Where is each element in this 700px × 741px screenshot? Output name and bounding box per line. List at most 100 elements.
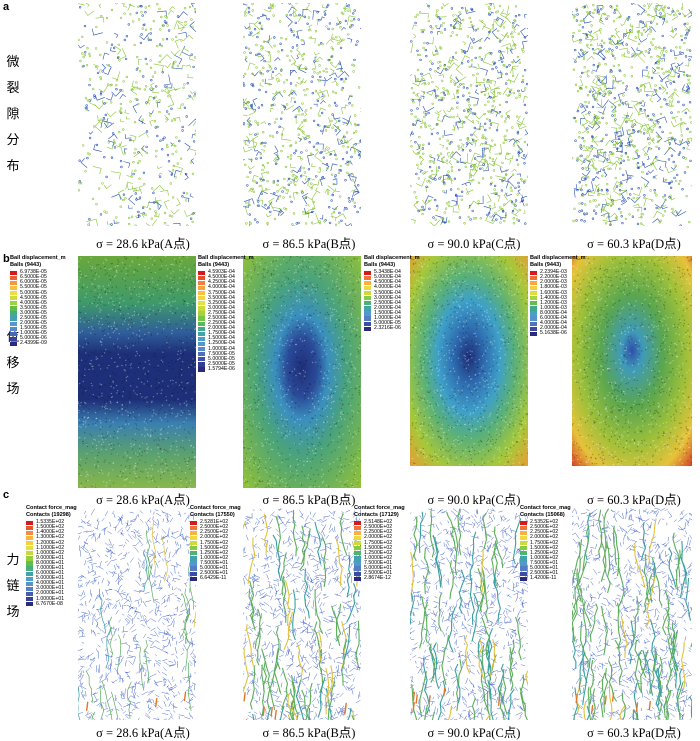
legend-entry: 5.0000E-06: [10, 336, 66, 342]
legend-value: 1.5000E+02: [36, 524, 65, 531]
legend-value: 2.5000E+02: [200, 524, 229, 531]
legend-entry: 2.3216E-06: [364, 325, 420, 331]
microcrack-image-d: [572, 3, 692, 226]
legend-entry: 2.5000E-04: [364, 300, 420, 306]
legend-swatch: [10, 336, 17, 342]
caption-c-2: σ = 86.5 kPa(B点): [262, 726, 356, 740]
legend-value: 1.5000E-04: [374, 309, 401, 316]
legend-entry: 2.5000E-05: [198, 360, 254, 367]
legend-value: 2.0000E-03: [540, 279, 567, 286]
caption-c-4: σ = 60.3 kPa(D点): [587, 726, 681, 740]
legend-value: 1.0000E+02: [200, 554, 229, 561]
legend-value: 1.2500E-04: [208, 340, 235, 347]
legend-entry: 1.2500E+02: [190, 550, 241, 556]
force-chain-image-c: [410, 508, 528, 720]
legend-swatch: [530, 311, 537, 316]
legend-entry: 4.0000E-05: [10, 300, 66, 306]
legend-entry: 1.0000E-04: [364, 315, 420, 321]
legend-swatch: [10, 301, 17, 306]
legend-swatch: [10, 306, 17, 311]
legend-entry: 5.0000E-04: [364, 275, 420, 280]
microcrack-plot: [572, 3, 692, 226]
legend-value: 1.4000E+02: [36, 529, 65, 536]
legend-entry: 1.2500E-04: [198, 340, 254, 347]
legend-value: 1.3000E+02: [36, 534, 65, 541]
legend-entry: 3.2500E-04: [198, 300, 254, 306]
legend-swatch: [530, 301, 537, 306]
microcrack-plot: [243, 3, 361, 226]
legend-swatch: [354, 576, 361, 581]
legend-value: 7.5000E+01: [200, 559, 229, 566]
legend-value: 6.9738E-05: [20, 269, 47, 276]
legend-swatch: [26, 602, 33, 607]
row-label-b-char: 移: [6, 356, 20, 371]
legend-value: 2.5000E-05: [208, 360, 235, 367]
displacement-plot: [410, 256, 528, 466]
legend-entry: 5.0000E+01: [354, 565, 405, 571]
legend-swatch: [10, 270, 17, 275]
legend-value: 2.5000E+02: [530, 524, 559, 531]
legend-value: 6.0000E-05: [20, 279, 47, 286]
legend-swatch: [190, 540, 197, 546]
legend-value: 1.0000E-04: [208, 345, 235, 352]
legend-swatch: [198, 301, 205, 306]
displacement-plot: [78, 256, 196, 488]
legend-value: 2.5000E-04: [208, 314, 235, 321]
microcrack-image-a: [78, 3, 196, 226]
legend-value: 1.2500E+02: [530, 549, 559, 556]
legend-entry: 1.7500E+02: [354, 540, 405, 546]
legend-entry: 2.5000E+01: [354, 570, 405, 576]
legend-title: Contact force_mag: [354, 505, 405, 511]
legend-swatch: [520, 571, 527, 576]
legend-entry: 6.7670E-08: [26, 601, 77, 607]
force-chain-plot: [78, 508, 196, 720]
force-chain-plot: [243, 508, 361, 720]
legend-entry: 5.5000E-05: [10, 285, 66, 291]
legend-value: 2.5000E+01: [200, 570, 229, 577]
legend-swatch: [26, 591, 33, 597]
legend-value: 1.2500E+02: [364, 549, 393, 556]
legend-entry: 2.5000E+02: [520, 525, 571, 530]
legend-entry: 7.5000E+01: [190, 559, 241, 566]
legend-title: Ball displacement_m: [530, 255, 586, 261]
legend-value: 6.5000E-05: [20, 274, 47, 281]
legend-value: 3.5000E-04: [374, 289, 401, 296]
legend-value: 2.0000E+02: [364, 534, 393, 541]
legend-swatch: [10, 296, 17, 301]
legend-entry: 7.5000E+01: [354, 560, 405, 566]
legend-swatch: [26, 566, 33, 571]
legend-entry: 1.5000E+02: [354, 545, 405, 551]
legend-entry: 2.2000E-03: [530, 275, 586, 280]
legend-subtitle: Balls (9443): [364, 261, 396, 268]
legend-swatch: [26, 530, 33, 536]
legend-entry: 2.2500E+02: [520, 530, 571, 536]
legend-entry: 1.2500E+02: [354, 549, 405, 556]
legend-subtitle: Contacts (17129): [354, 511, 399, 518]
legend-swatch: [190, 535, 197, 541]
legend-entry: 1.2000E-03: [530, 299, 586, 306]
displacement-image-c: [410, 256, 528, 466]
legend-entry: 3.5000E-05: [10, 305, 66, 311]
legend-entry: 1.1000E+02: [26, 545, 77, 551]
legend-swatch: [198, 357, 205, 362]
legend-value: 5.0000E-05: [374, 320, 401, 327]
legend-value: 1.2000E-03: [540, 299, 567, 306]
legend-value: 5.1638E-06: [540, 330, 567, 337]
legend-entry: 4.0000E-04: [364, 285, 420, 291]
legend-entry: 1.0000E+02: [354, 555, 405, 561]
legend-swatch: [26, 525, 33, 530]
legend-entry: 6.0000E-04: [530, 315, 586, 321]
legend-value: 1.6000E-03: [540, 289, 567, 296]
legend-entry: 7.0000E+01: [26, 565, 77, 571]
legend-entry: 8.0000E+01: [26, 560, 77, 566]
row-label-b-char: 场: [6, 382, 20, 397]
legend-entry: 2.2394E-03: [530, 269, 586, 275]
microcrack-image-c: [410, 3, 528, 226]
legend-entry: 1.4200E-11: [520, 575, 571, 581]
legend-swatch: [190, 520, 197, 525]
legend-value: 1.5335E+02: [36, 519, 65, 526]
legend-entry: 1.2500E+02: [520, 549, 571, 556]
legend-swatch: [26, 551, 33, 556]
legend-entry: 2.5000E+01: [190, 570, 241, 577]
legend-entry: 1.3000E+02: [26, 534, 77, 541]
